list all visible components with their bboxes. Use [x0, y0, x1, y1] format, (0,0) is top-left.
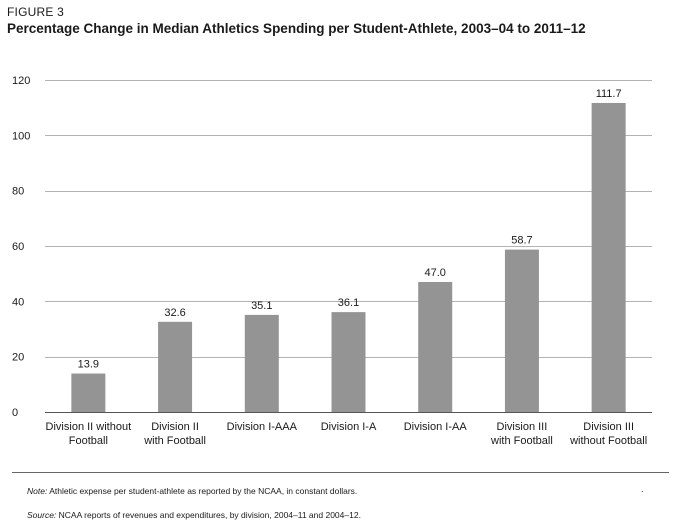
data-label: 36.1: [338, 297, 359, 309]
bar-chart: 0 20 40 60 80 100 120 13.9 Division II without Fo…: [12, 75, 652, 447]
bar: [504, 249, 539, 412]
chart-title: Percentage Change in Median Athletics Sp…: [7, 21, 586, 36]
x-tick-label: Division I-A: [321, 421, 377, 433]
bar: [158, 321, 193, 412]
x-tick-label: Football: [69, 435, 108, 447]
bar: [331, 312, 366, 412]
note-line: Note: Athletic expense per student-athle…: [27, 486, 357, 496]
source-line: Source: NCAA reports of revenues and exp…: [27, 510, 361, 520]
stray-mark: .: [641, 484, 644, 494]
y-tick-label: 20: [12, 352, 24, 364]
x-tick-label: Division III: [583, 421, 634, 433]
x-tick-label: Division II: [151, 421, 199, 433]
x-tick-label: with Football: [143, 435, 206, 447]
x-tick-label: without Football: [569, 435, 647, 447]
y-tick-label: 40: [12, 296, 24, 308]
source-text: NCAA reports of revenues and expenditure…: [56, 510, 361, 520]
bar: [244, 314, 279, 412]
x-tick-label: Division II without: [46, 421, 132, 433]
data-label: 13.9: [78, 359, 99, 371]
figure-label: FIGURE 3: [7, 5, 64, 19]
bar: [418, 281, 453, 412]
data-label: 35.1: [251, 300, 272, 312]
y-tick-label: 60: [12, 241, 24, 253]
x-tick-label: Division I-AAA: [227, 421, 298, 433]
note-lead: Note:: [27, 486, 48, 496]
data-label: 111.7: [596, 88, 622, 100]
footer-rule: [12, 472, 669, 473]
x-tick-label: Division I-AA: [404, 421, 468, 433]
data-label: 32.6: [164, 307, 185, 319]
y-tick-label: 100: [12, 130, 30, 142]
bar: [71, 373, 106, 412]
y-tick-label: 0: [12, 407, 18, 419]
x-tick-label: with Football: [490, 435, 553, 447]
note-text: Athletic expense per student-athlete as …: [47, 486, 358, 496]
y-tick-label: 120: [12, 75, 30, 87]
data-label: 47.0: [425, 267, 446, 279]
data-label: 58.7: [511, 235, 532, 247]
source-lead: Source:: [27, 510, 57, 520]
y-tick-label: 80: [12, 186, 24, 198]
bar: [591, 102, 626, 413]
x-tick-label: Division III: [497, 421, 548, 433]
